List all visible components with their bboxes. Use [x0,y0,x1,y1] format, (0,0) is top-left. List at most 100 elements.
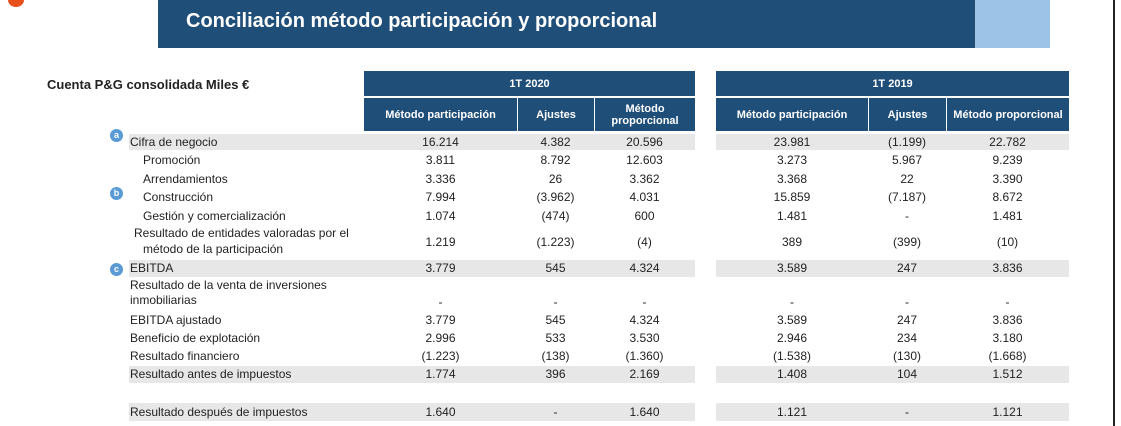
cell-value: 1.121 [776,405,808,419]
cell-value: 3.779 [425,261,456,275]
col-header-ajustes-2020: Ajustes [517,98,594,131]
cell-value: 1.481 [992,209,1023,223]
table-title: Cuenta P&G consolidada Miles € [47,77,250,92]
table-row: Gestión y comercialización 1.074 (474) 6… [0,208,1121,224]
cell-value: 3.779 [425,313,456,327]
row-label: Gestión y comercialización [143,209,286,223]
cell-value: (1.668) [988,349,1027,363]
cell-value: 1.640 [425,405,456,419]
cell-value: 3.336 [425,172,456,186]
cell-value: 1.219 [425,235,456,249]
cell-value: 3.836 [992,313,1023,327]
cell-value: 2.946 [776,331,808,345]
table-row: b Construcción 7.994 (3.962) 4.031 15.85… [0,187,1121,205]
cell-value: 2.996 [425,331,456,345]
badge-a: a [110,129,123,142]
cell-value: 5.967 [891,153,923,167]
cell-value: (7.187) [887,190,927,204]
cell-value: 7.994 [425,190,456,204]
col-header-proporcional-2020: Método proporcional [594,98,695,131]
cell-value: 3.273 [776,153,808,167]
page-title: Conciliación método participación y prop… [186,10,658,32]
cell-value: - [553,295,558,309]
row-label: EBITDA ajustado [130,313,222,327]
cell-value: 16.214 [422,135,459,149]
cell-value: 26 [548,172,563,186]
period-header-2020: 1T 2020 [364,71,695,98]
table-row: Resultado financiero (1.223) (138) (1.36… [0,348,1121,364]
company-logo [8,0,24,7]
table-row: Resultado de entidades valoradas por el … [0,226,1121,258]
cell-value: 104 [896,367,918,381]
table-row: a Cifra de negocio 16.214 4.382 20.596 2… [0,129,1121,150]
cell-value: 4.324 [629,313,660,327]
table-row: Arrendamientos 3.336 26 3.362 3.368 22 3… [0,171,1121,187]
cell-value: (10) [996,235,1019,249]
col-header-ajustes-2019: Ajustes [868,98,946,131]
col-header-participacion-2019: Método participación [716,98,868,131]
cell-value: 234 [896,331,918,345]
table-row: Promoción 3.811 8.792 12.603 3.273 5.967… [0,152,1121,168]
badge-b: b [110,187,123,200]
cell-value: 4.382 [540,135,571,149]
title-accent-block [975,0,1050,48]
cell-value: (138) [541,349,570,363]
cell-value: 600 [634,209,655,223]
cell-value: (1.538) [772,349,812,363]
row-label: Promoción [143,153,201,167]
cell-value: - [905,405,909,419]
cell-value: 3.368 [776,172,808,186]
row-label-line1: Resultado de la venta de inversiones [130,278,327,292]
cell-value: 12.603 [626,153,663,167]
cell-value: 247 [896,313,918,327]
cell-value: 4.324 [629,261,660,275]
cell-value: 3.390 [992,172,1023,186]
cell-value: (1.223) [421,349,460,363]
cell-value: 1.074 [425,209,456,223]
cell-value: 545 [545,261,566,275]
cell-value: (399) [892,235,921,249]
cell-value: - [905,209,909,223]
cell-value: 23.981 [773,135,811,149]
cell-value: 3.836 [992,261,1023,275]
cell-value: 1.121 [992,405,1023,419]
cell-value: 1.640 [629,405,660,419]
right-edge-bar [1113,0,1115,426]
cell-value: 3.530 [629,331,660,345]
row-label-line1: Resultado de entidades valoradas por el [134,226,349,240]
cell-value: (1.223) [536,235,575,249]
cell-value: 3.589 [776,313,808,327]
cell-value: 3.180 [992,331,1023,345]
cell-value: 1.408 [776,367,808,381]
cell-value: 533 [545,331,566,345]
cell-value: 22 [900,172,914,186]
cell-value: 247 [896,261,918,275]
row-label-line2: método de la participación [143,242,284,256]
row-label: Construcción [143,190,214,204]
row-label-line2: inmobiliarias [130,293,197,307]
col-header-participacion-2020: Método participación [364,98,517,131]
table-row: Resultado de la venta de inversiones inm… [0,278,1121,310]
cell-value: 3.362 [629,172,660,186]
cell-value: 22.782 [989,135,1026,149]
row-label: EBITDA [130,261,174,275]
cell-value: 389 [781,235,803,249]
cell-value: (130) [892,349,921,363]
cell-value: 1.481 [776,209,808,223]
cell-value: - [438,295,443,309]
cell-value: (3.962) [536,190,575,204]
row-label: Resultado antes de impuestos [130,367,292,381]
cell-value: 1.512 [992,367,1023,381]
col-header-proporcional-2019: Método proporcional [946,98,1069,131]
cell-value: 545 [545,313,566,327]
table-row: c EBITDA 3.779 545 4.324 3.589 247 3.836 [0,260,1121,277]
table-row: Beneficio de explotación 2.996 533 3.530… [0,330,1121,346]
cell-value: 3.811 [425,153,456,167]
cell-value: 8.672 [992,190,1023,204]
cell-value: 4.031 [629,190,660,204]
cell-value: (1.360) [625,349,664,363]
title-bar [158,0,975,48]
table-row: Resultado antes de impuestos 1.774 396 2… [0,366,1121,383]
cell-value: 3.589 [776,261,808,275]
cell-value: - [553,405,558,419]
